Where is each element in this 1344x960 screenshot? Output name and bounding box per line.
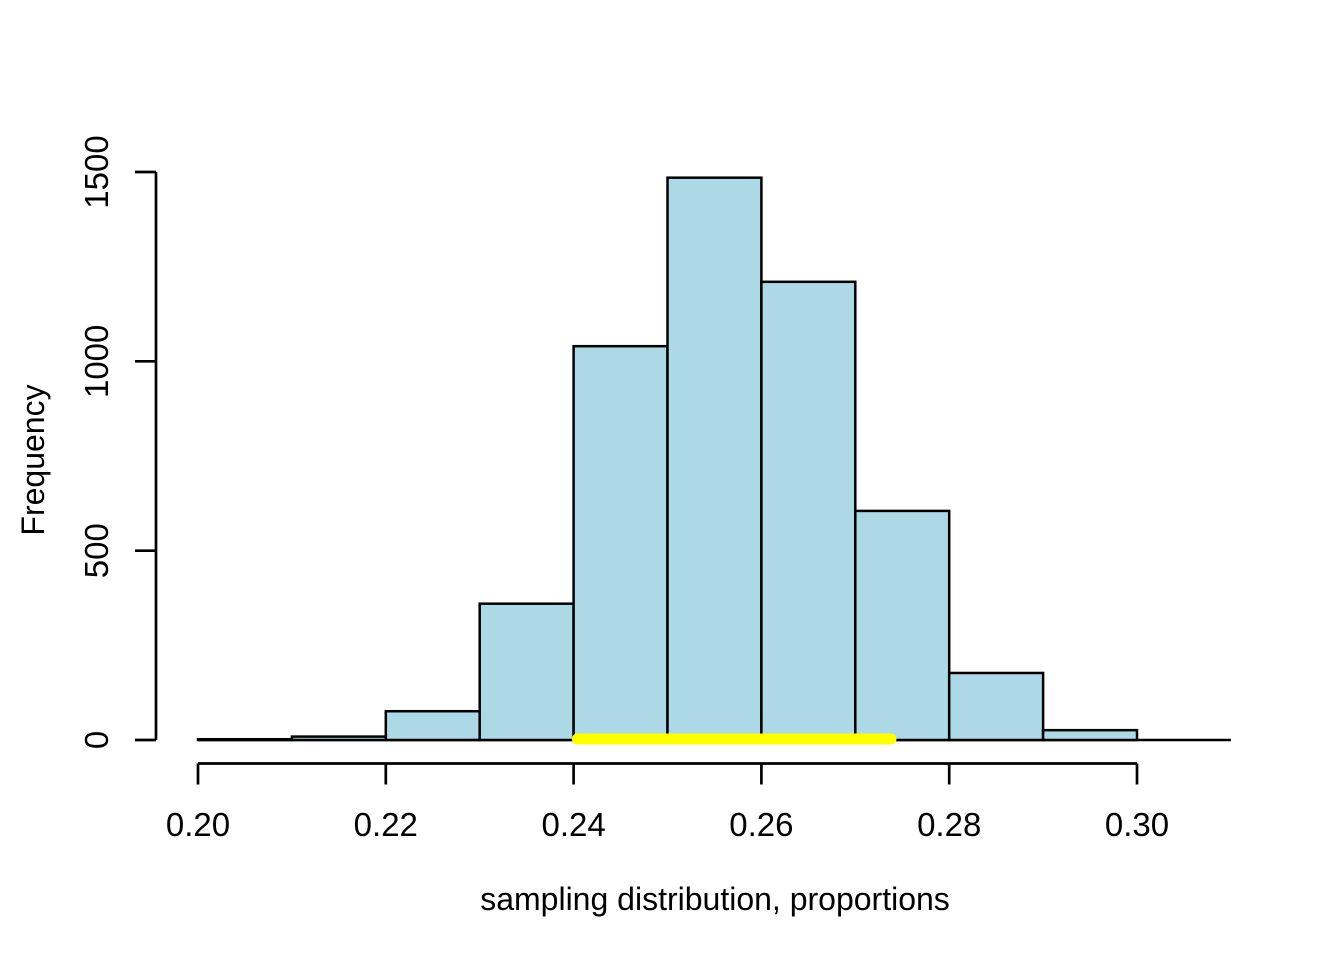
histogram-bar-0.28-0.29 [947, 671, 1045, 742]
y-axis-title: Frequency [15, 384, 51, 535]
x-tick-label: 0.24 [541, 806, 605, 843]
histogram-bar-0.26-0.27 [760, 280, 857, 742]
y-tick-label: 1000 [78, 325, 115, 398]
axes-layer: 0 500 1000 1500 0.20 0.22 0.24 0.26 0.28 0.30 [78, 135, 1169, 843]
histogram-bar-0.27-0.28 [854, 509, 951, 742]
histogram-bars-layer [196, 176, 1231, 742]
x-tick-label: 0.28 [917, 806, 981, 843]
y-tick-label: 0 [78, 731, 115, 749]
histogram-bar-0.20-0.21 [196, 737, 294, 742]
x-tick-label: 0.22 [354, 806, 418, 843]
histogram-bar-0.29-0.30 [1041, 728, 1139, 742]
histogram-bar-0.23-0.24 [478, 602, 575, 742]
histogram-bar-0.21-0.22 [290, 735, 388, 742]
histogram-bar-0.25-0.26 [666, 176, 763, 742]
x-axis-title: sampling distribution, proportions [480, 881, 950, 917]
x-tick-label: 0.26 [729, 806, 793, 843]
y-tick-label: 1500 [78, 135, 115, 208]
histogram-bar-0.24-0.25 [572, 344, 669, 742]
histogram-bar-0.22-0.23 [384, 709, 481, 742]
x-tick-label: 0.30 [1105, 806, 1169, 843]
y-tick-label: 500 [78, 523, 115, 578]
x-tick-label: 0.20 [166, 806, 230, 843]
